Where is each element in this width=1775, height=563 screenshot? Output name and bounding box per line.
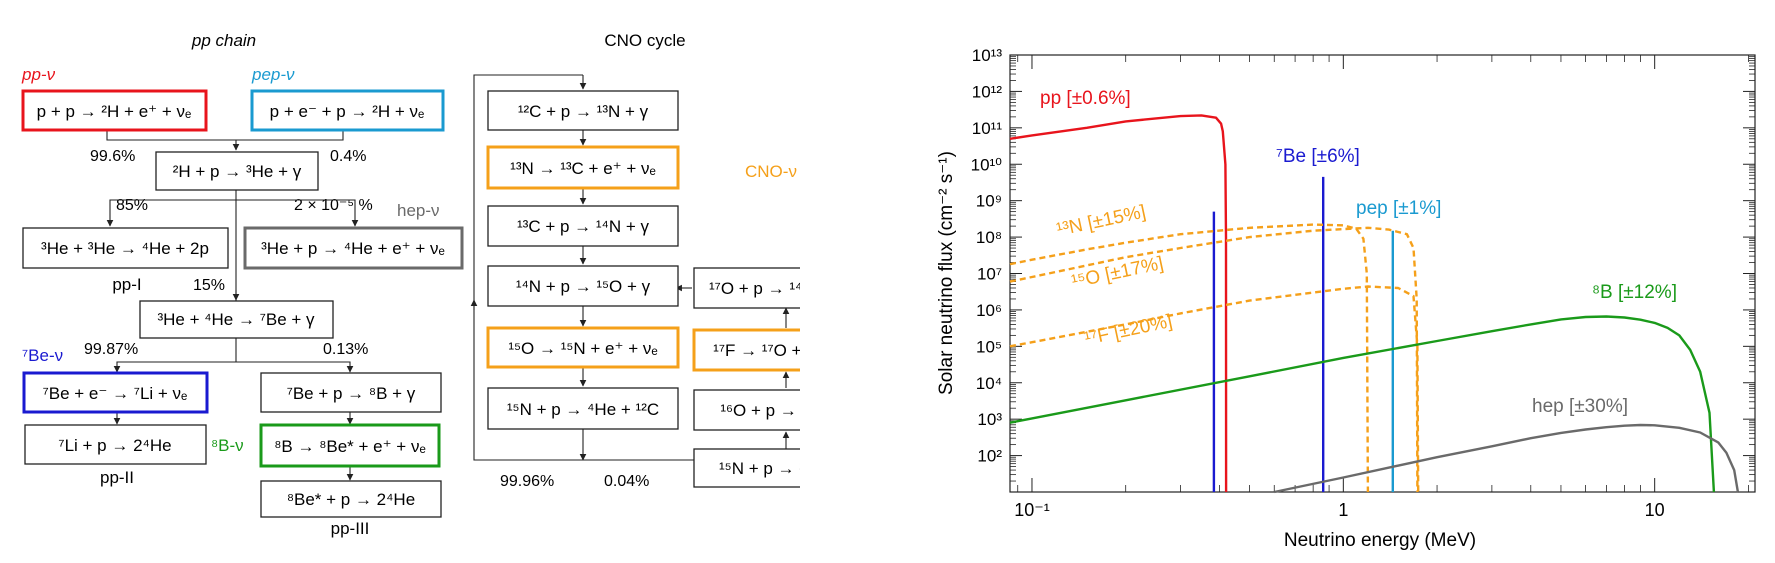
li7p-box: [24, 424, 207, 465]
hep-nu-label: hep-ν: [397, 201, 440, 220]
y-tick-label-6: 10⁸: [976, 228, 1002, 247]
y-tick-label-9: 10¹¹: [972, 119, 1003, 138]
series-label-hep: hep [±30%]: [1532, 396, 1628, 417]
b8-nu-label: ⁸B-ν: [211, 436, 244, 455]
branch-85: 85%: [116, 197, 148, 214]
branch-0.13: 0.13%: [323, 341, 368, 358]
y-tick-label-0: 10²: [977, 447, 1002, 466]
be7e-box: [22, 371, 209, 414]
series-label-n13: ¹³N [±15%]: [1055, 201, 1148, 240]
y-tick-label-8: 10¹⁰: [971, 155, 1003, 174]
series-label-pep: pep [±1%]: [1356, 198, 1441, 219]
n14p-box: [487, 265, 679, 307]
series-b8: [1009, 315, 1716, 493]
o17p-box: [693, 267, 800, 309]
x-tick-label-1: 1: [1338, 500, 1348, 520]
y-tick-label-1: 10³: [977, 410, 1002, 429]
branch-99.87: 99.87%: [84, 341, 138, 358]
hep-box: [243, 226, 464, 270]
series-f17: [1009, 285, 1420, 493]
n15p-b-box: [693, 448, 800, 488]
branch-99.96: 99.96%: [500, 473, 554, 490]
he3he4-reaction: ³He + ⁴He → ⁷Be + γ: [157, 310, 315, 329]
be7p-box: [260, 372, 442, 413]
y-axis-label: Solar neutrino flux (cm⁻² s⁻¹): [936, 151, 957, 395]
li7p-reaction: ⁷Li + p → 2⁴He: [58, 436, 171, 455]
series-label-be7b: ⁷Be [±6%]: [1276, 146, 1360, 167]
series-pp: [1009, 114, 1228, 493]
f17-reaction: ¹⁷F → ¹⁷O + e⁺ + νₑ: [713, 341, 800, 360]
pp-nu-label: pp-ν: [21, 65, 56, 84]
branch-0.4: 0.4%: [330, 148, 366, 165]
x-tick-label-0: 10⁻¹: [1014, 500, 1050, 520]
n15p-a-reaction: ¹⁵N + p → ⁴He + ¹²C: [507, 400, 659, 419]
cno-nu-label: CNO-ν: [745, 162, 797, 181]
hep-reaction: ³He + p → ⁴He + e⁺ + νₑ: [261, 239, 445, 258]
y-tick-label-11: 10¹³: [972, 46, 1003, 65]
series-n13: [1009, 223, 1370, 493]
d-p-reaction: ²H + p → ³He + γ: [173, 162, 302, 181]
pep-nu-label: pep-ν: [251, 65, 295, 84]
plot-axes: 10²10³10⁴10⁵10⁶10⁷10⁸10⁹10¹⁰10¹¹10¹²10¹³…: [971, 46, 1755, 520]
y-tick-label-10: 10¹²: [972, 82, 1003, 101]
branch-2e-5: 2 × 10⁻⁵ %: [294, 197, 373, 214]
pp-III-label: pp-III: [331, 519, 370, 538]
pep-box: [250, 89, 445, 132]
b8-box: [259, 423, 441, 468]
y-tick-label-5: 10⁷: [977, 265, 1002, 284]
o15-box: [486, 326, 680, 369]
pp-chain-title: pp chain: [191, 31, 256, 50]
series-label-pp: pp [±0.6%]: [1040, 88, 1131, 109]
n13-box: [486, 145, 680, 190]
plot-series-labels: pp [±0.6%] ⁷Be [±6%] pep [±1%] ¹³N [±15%] ¹⁵…: [1040, 88, 1677, 417]
reaction-diagram: pp chain CNO cycle pp-ν pep-ν hep-ν ⁷Be-…: [21, 31, 800, 538]
y-tick-label-2: 10⁴: [976, 374, 1002, 393]
branch-0.04: 0.04%: [604, 473, 649, 490]
pp-II-label: pp-II: [100, 468, 134, 487]
c13p-box: [487, 205, 679, 247]
be8-reaction: ⁸Be* + p → 2⁴He: [287, 490, 415, 509]
y-tick-label-4: 10⁶: [976, 301, 1002, 320]
branch-15: 15%: [193, 277, 225, 294]
he3he3-box: [22, 227, 229, 269]
be8-box: [260, 480, 442, 518]
branch-99.6: 99.6%: [90, 148, 135, 165]
plot-series: [1009, 114, 1740, 494]
c13p-reaction: ¹³C + p → ¹⁴N + γ: [517, 217, 649, 236]
n13-reaction: ¹³N → ¹³C + e⁺ + νₑ: [510, 159, 656, 178]
o16p-box: [693, 389, 800, 431]
he3he4-box: [139, 300, 334, 339]
y-tick-label-7: 10⁹: [976, 192, 1002, 211]
cno-cycle-title: CNO cycle: [604, 31, 685, 50]
y-tick-label-3: 10⁵: [976, 337, 1002, 356]
be7p-reaction: ⁷Be + p → ⁸B + γ: [287, 384, 416, 403]
x-tick-label-2: 10: [1645, 500, 1665, 520]
b8-reaction: ⁸B → ⁸Be* + e⁺ + νₑ: [274, 437, 426, 456]
o15-reaction: ¹⁵O → ¹⁵N + e⁺ + νₑ: [508, 339, 657, 358]
he3he3-reaction: ³He + ³He → ⁴He + 2p: [41, 239, 209, 258]
o16p-reaction: ¹⁶O + p → ¹⁷F + γ: [720, 401, 800, 420]
o17p-reaction: ¹⁷O + p → ¹⁴N + ⁴He: [709, 279, 800, 298]
n14p-reaction: ¹⁴N + p → ¹⁵O + γ: [516, 277, 651, 296]
pep-reaction: p + e⁻ + p → ²H + νₑ: [270, 102, 425, 121]
c12p-reaction: ¹²C + p → ¹³N + γ: [518, 102, 649, 121]
be7e-reaction: ⁷Be + e⁻ → ⁷Li + νₑ: [43, 384, 188, 403]
x-axis-label: Neutrino energy (MeV): [1284, 530, 1476, 551]
f17-box: [692, 328, 800, 372]
pp-I-label: pp-I: [112, 275, 141, 294]
series-hep: [1274, 423, 1740, 494]
series-o15: [1009, 226, 1419, 493]
pp-reaction: p + p → ²H + e⁺ + νₑ: [37, 102, 192, 121]
series-label-f17: ¹⁷F [±20%]: [1083, 311, 1175, 350]
be7-nu-label: ⁷Be-ν: [22, 346, 63, 365]
n15p-a-box: [487, 387, 679, 430]
c12p-box: [487, 90, 679, 131]
n15p-b-reaction: ¹⁵N + p → ¹⁶O + γ: [719, 459, 800, 478]
pp-box: [21, 89, 208, 132]
d-p-box: [155, 151, 319, 191]
series-label-o15: ¹⁵O [±17%]: [1070, 253, 1166, 293]
series-label-b8: ⁸B [±12%]: [1592, 282, 1677, 303]
